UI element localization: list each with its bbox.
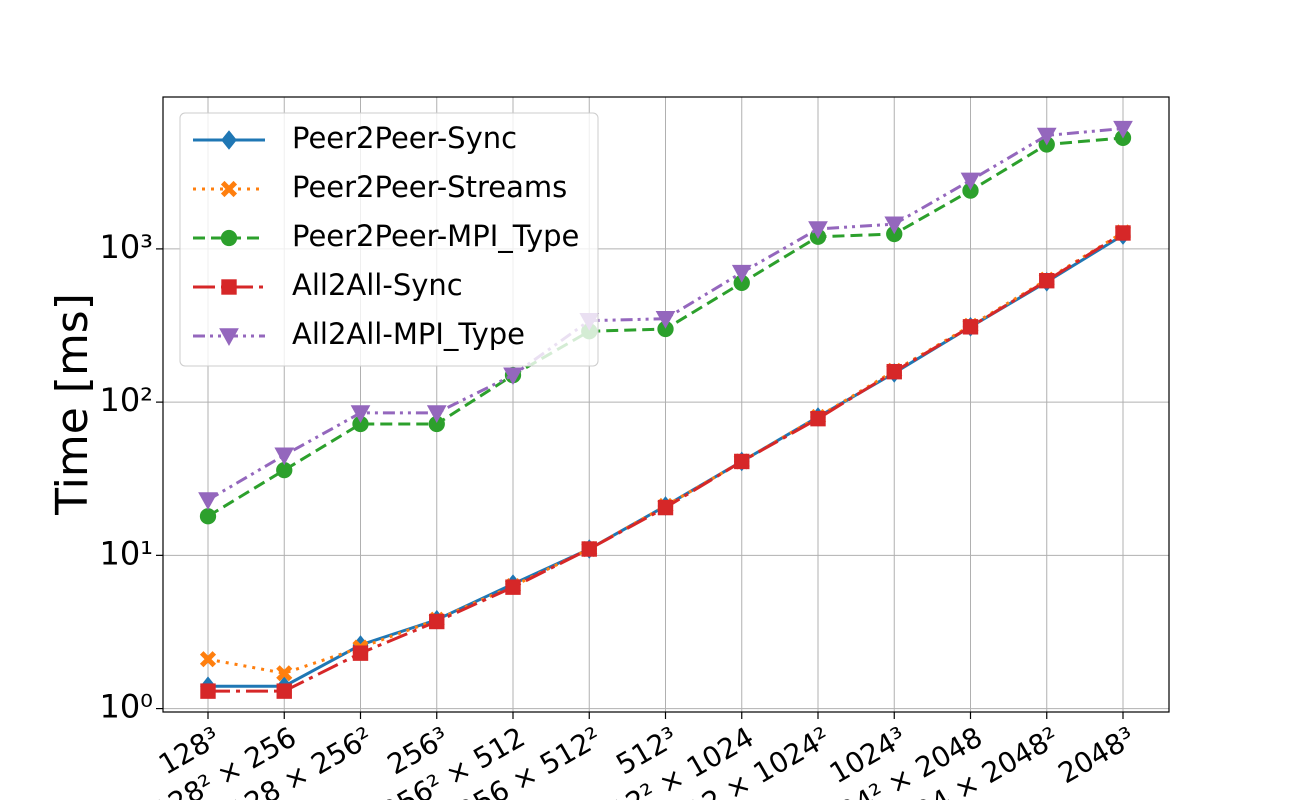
marker [884,216,905,235]
marker [220,180,238,198]
marker [350,405,371,423]
y-tick-label: 10⁰ [99,688,153,726]
y-tick-label: 10³ [99,228,153,266]
plot-frame [162,96,1170,713]
marker [960,172,981,191]
marker [352,645,369,661]
marker [810,410,826,427]
legend-label: Peer2Peer-Streams [292,170,567,204]
y-axis-label: Time [ms] [47,293,98,516]
y-tick-label: 10¹ [99,534,153,572]
marker [274,447,295,466]
marker [886,363,902,380]
marker [276,665,293,682]
marker [505,579,521,595]
legend-label: Peer2Peer-Sync [292,121,517,155]
y-tick-label: 10² [99,381,153,419]
marker [734,453,750,470]
marker [808,221,828,239]
legend-label: Peer2Peer-MPI_Type [292,219,579,253]
marker [200,683,216,699]
series [200,225,1131,699]
marker [220,229,238,247]
legend: Peer2Peer-Sync Peer2Peer-Streams Peer2Peer… [179,112,599,367]
marker [198,492,218,510]
marker [221,279,237,295]
marker [731,264,752,283]
legend-label: All2All-MPI_Type [292,317,525,351]
marker [219,328,239,347]
x-tick-label: 2048³ [1053,720,1141,790]
marker [962,319,979,335]
marker [1039,273,1055,289]
marker [276,683,292,699]
marker [429,613,445,630]
legend-label: All2All-Sync [292,268,463,302]
marker [1115,225,1131,241]
marker [199,651,217,668]
marker [1113,120,1133,139]
marker [655,311,676,329]
marker [503,367,523,386]
marker [426,405,447,423]
series [198,120,1133,510]
marker [581,541,597,557]
marker [657,499,674,516]
marker [199,508,217,525]
marker [221,130,237,150]
marker [1036,127,1057,146]
legend-box [179,112,599,367]
